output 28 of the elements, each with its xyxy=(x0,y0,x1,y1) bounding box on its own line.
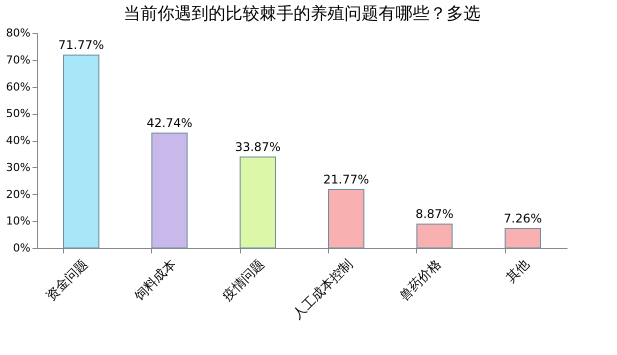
data-label: 71.77% xyxy=(58,38,104,52)
data-label: 21.77% xyxy=(323,172,370,186)
y-tick-label: 60% xyxy=(6,80,30,94)
bar xyxy=(240,156,276,248)
data-label: 42.74% xyxy=(146,116,192,130)
y-tick-label: 50% xyxy=(6,107,30,120)
bar xyxy=(328,188,364,248)
y-tick-label: 10% xyxy=(6,214,30,228)
x-tick-label: 疫情问题 xyxy=(220,256,268,304)
x-tick-label: 其他 xyxy=(504,256,533,286)
x-tick-label: 饲料成本 xyxy=(131,256,180,305)
bar xyxy=(151,132,188,248)
chart-title: 当前你遇到的比较棘手的养殖问题有哪些？多选 xyxy=(124,4,480,24)
y-tick-label: 30% xyxy=(6,160,30,174)
y-tick-label: 0% xyxy=(13,242,30,254)
x-tick-label: 兽药价格 xyxy=(397,256,444,304)
y-tick-label: 80% xyxy=(6,26,30,40)
y-tick-label: 20% xyxy=(6,188,30,201)
bar xyxy=(63,54,100,248)
x-tick-label: 资金问题 xyxy=(44,256,92,304)
data-label: 8.87% xyxy=(415,207,454,222)
data-label: 7.26% xyxy=(504,211,542,226)
x-tick-label: 人工成本控制 xyxy=(290,256,356,323)
bar xyxy=(504,228,541,248)
bar xyxy=(416,224,453,248)
y-tick-label: 40% xyxy=(6,134,30,147)
data-label: 33.87% xyxy=(234,140,281,154)
y-tick-label: 70% xyxy=(6,53,30,66)
